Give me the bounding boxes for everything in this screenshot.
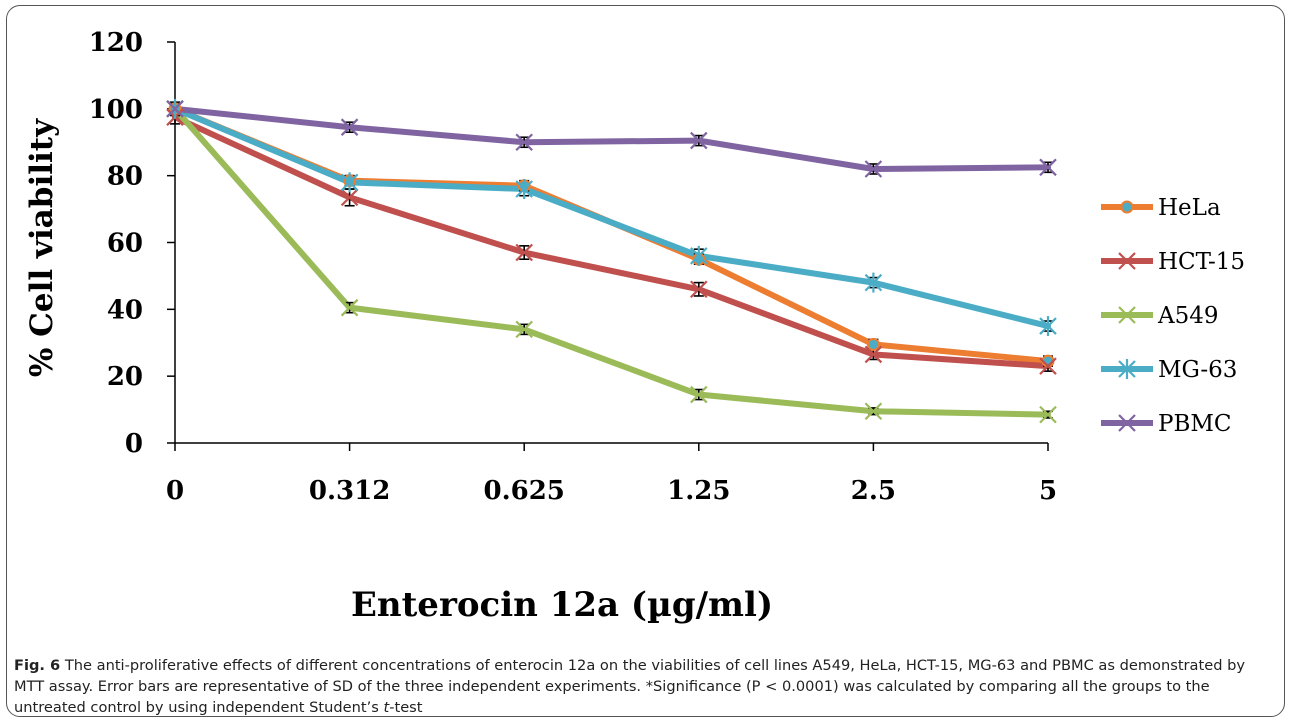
y-tick-label: 60 — [107, 229, 143, 259]
data-point — [340, 188, 359, 207]
legend-entry-hela: HeLa — [1101, 195, 1221, 221]
y-tick-label: 40 — [107, 295, 143, 325]
x-tick-label: 0.625 — [483, 476, 564, 506]
legend-marker — [1118, 252, 1136, 270]
data-point — [515, 243, 533, 262]
legend: HeLa HCT-15 A549 MG-63 PBMC — [1101, 195, 1245, 437]
data-point — [690, 385, 708, 404]
series-line-a549 — [172, 105, 1051, 418]
x-tick-label: 2.5 — [851, 476, 896, 506]
legend-label: MG-63 — [1158, 357, 1237, 383]
x-tick-label: 0 — [166, 476, 184, 506]
data-point — [864, 402, 883, 421]
x-tick-label: 5 — [1039, 476, 1057, 506]
data-point — [1039, 316, 1057, 337]
x-tick-label: 0.312 — [309, 476, 390, 506]
data-point — [866, 337, 880, 351]
legend-marker — [1118, 306, 1136, 324]
data-point — [515, 179, 533, 200]
y-tick-label: 80 — [107, 162, 143, 192]
data-point — [340, 118, 359, 136]
y-tick-label: 0 — [125, 429, 143, 459]
series-line-mg-63 — [172, 105, 1051, 330]
legend-label: A549 — [1157, 303, 1219, 329]
legend-entry-pbmc: PBMC — [1101, 411, 1232, 437]
legend-label: HeLa — [1158, 195, 1221, 221]
series-line-hct-15 — [172, 114, 1051, 370]
data-point — [864, 345, 883, 364]
data-point — [515, 133, 533, 152]
series-line-hela — [172, 105, 1051, 365]
figure-caption: Fig. 6 The anti-proliferative effects of… — [14, 655, 1276, 718]
data-point — [340, 298, 359, 317]
series-markers — [166, 98, 1057, 424]
data-point — [864, 160, 883, 178]
caption-italic: t — [383, 699, 390, 716]
figure-panel — [6, 5, 1285, 717]
data-point — [1039, 405, 1057, 424]
y-tick-label: 20 — [107, 362, 143, 392]
data-point — [690, 280, 708, 299]
y-axis-label-group: % Cell viability — [24, 118, 60, 377]
x-axis-label: Enterocin 12a (µg/ml) — [351, 585, 773, 625]
data-point — [340, 172, 359, 193]
legend-label: PBMC — [1158, 411, 1232, 437]
y-axis-label: % Cell viability — [24, 118, 60, 377]
data-point — [1039, 357, 1057, 375]
legend-label: HCT-15 — [1158, 249, 1245, 275]
caption-text-end: -test — [389, 699, 423, 716]
y-tick-label: 120 — [89, 28, 143, 58]
legend-marker — [1118, 414, 1136, 432]
legend-marker — [1118, 359, 1136, 379]
legend-entry-a549: A549 — [1101, 303, 1219, 329]
series-lines — [172, 105, 1051, 418]
data-point — [1039, 158, 1057, 177]
legend-entry-hct-15: HCT-15 — [1101, 249, 1245, 275]
x-tick-labels: 0 0.312 0.625 1.25 2.5 5 — [166, 476, 1057, 506]
series-line-pbmc — [172, 105, 1051, 172]
data-point — [864, 272, 883, 293]
caption-label: Fig. 6 — [14, 657, 61, 674]
y-tick-label: 100 — [89, 95, 143, 125]
caption-text: The anti-proliferative effects of differ… — [14, 657, 1245, 716]
data-point — [690, 245, 708, 266]
legend-marker — [1120, 200, 1134, 214]
data-point — [690, 131, 708, 150]
data-point — [166, 100, 184, 118]
x-tick-label: 1.25 — [667, 476, 730, 506]
y-tick-labels: 0 20 40 60 80 100 120 — [89, 28, 143, 459]
data-point — [515, 320, 533, 339]
legend-entry-mg-63: MG-63 — [1101, 357, 1237, 383]
error-bars — [170, 101, 1053, 419]
